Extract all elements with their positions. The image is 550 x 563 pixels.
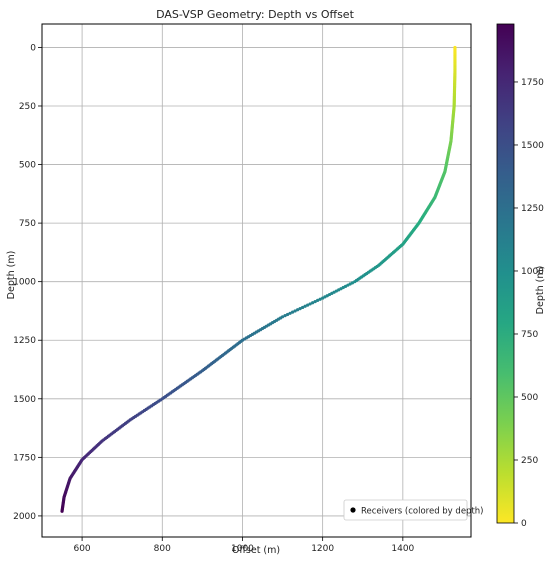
colorbar: 0 250 500 750 1000 1250 1500 1750 Depth (m) — [496, 23, 546, 529]
chart-title: DAS-VSP Geometry: Depth vs Offset — [156, 8, 354, 21]
receiver-point — [60, 509, 64, 513]
receiver-point — [303, 304, 307, 308]
receiver-point — [308, 302, 312, 306]
legend-marker — [350, 507, 356, 513]
y-tick-label: 1000 — [13, 278, 36, 288]
receiver-point — [313, 299, 317, 304]
y-tick-label: 250 — [19, 102, 36, 112]
x-tick-label: 1200 — [311, 544, 334, 554]
receiver-point — [321, 296, 325, 300]
receiver-point — [290, 310, 295, 314]
x-tick-label: 1400 — [391, 544, 414, 554]
colorbar-title: Depth (m) — [535, 266, 546, 315]
x-tick-label: 800 — [154, 544, 171, 554]
receiver-point — [306, 303, 310, 307]
legend-label: Receivers (colored by depth) — [361, 507, 483, 517]
receiver-point — [316, 298, 320, 303]
y-tick-label: 500 — [19, 161, 36, 171]
x-axis-title: Offset (m) — [232, 545, 280, 556]
y-tick-label: 1250 — [13, 336, 36, 346]
y-axis-title: Depth (m) — [6, 251, 17, 300]
grid-lines — [42, 24, 471, 537]
colorbar-tick-label: 1750 — [521, 78, 544, 88]
receiver-point — [311, 301, 315, 305]
y-tick-label: 0 — [30, 43, 36, 53]
receiver-point — [283, 314, 287, 318]
y-tick-label: 750 — [19, 219, 36, 229]
receiver-point — [293, 309, 297, 313]
colorbar-tick-label: 1250 — [521, 204, 544, 214]
x-tick-label: 600 — [73, 544, 90, 554]
colorbar-tick-label: 1000 — [521, 267, 544, 277]
receiver-point — [288, 311, 292, 315]
y-tick-label: 2000 — [13, 512, 36, 522]
colorbar-tick-label: 500 — [521, 393, 538, 403]
receiver-point — [296, 308, 300, 312]
x-axis-ticks: 600 800 1000 1200 1400 — [73, 537, 415, 554]
plot-frame — [41, 23, 472, 538]
receiver-point — [285, 312, 290, 317]
receiver-point — [301, 305, 305, 310]
plot-area — [41, 23, 472, 538]
y-tick-label: 1500 — [13, 395, 36, 405]
receiver-points — [60, 45, 457, 513]
colorbar-tick-label: 1500 — [521, 141, 544, 151]
colorbar-tick-label: 250 — [521, 456, 538, 466]
receiver-point — [298, 307, 302, 311]
colorbar-tick-label: 750 — [521, 330, 538, 340]
legend: Receivers (colored by depth) — [343, 499, 483, 521]
colorbar-gradient — [496, 23, 515, 524]
x-tick-label: 1000 — [231, 544, 254, 554]
receiver-point — [318, 297, 322, 301]
y-tick-label: 1750 — [13, 453, 36, 463]
y-axis-ticks: 0 250 500 750 1000 1250 1500 1750 2000 — [13, 43, 42, 522]
legend-box — [343, 499, 468, 521]
colorbar-ticks: 0 250 500 750 1000 1250 1500 1750 — [514, 78, 544, 529]
colorbar-tick-label: 0 — [521, 519, 527, 529]
